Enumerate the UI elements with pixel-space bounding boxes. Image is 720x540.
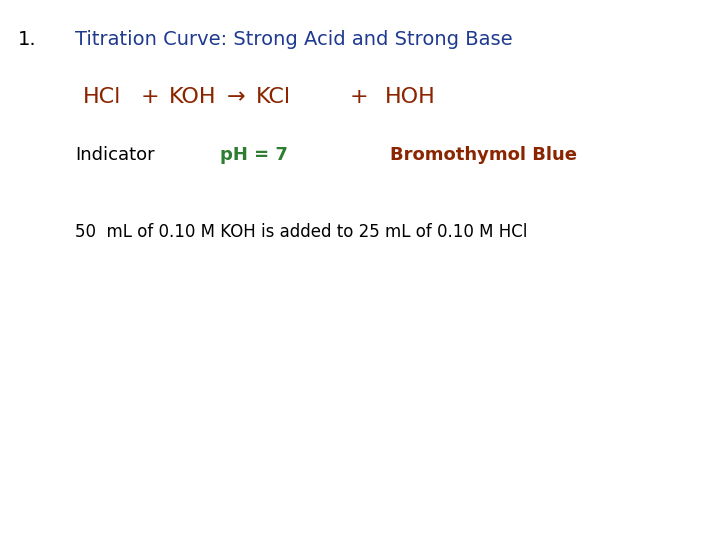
Text: HCl: HCl: [83, 87, 121, 107]
Text: Titration Curve: Strong Acid and Strong Base: Titration Curve: Strong Acid and Strong …: [75, 30, 513, 49]
Text: 50  mL of 0.10 M KOH is added to 25 mL of 0.10 M HCl: 50 mL of 0.10 M KOH is added to 25 mL of…: [75, 223, 527, 241]
Text: +: +: [140, 87, 159, 107]
Text: KOH: KOH: [169, 87, 217, 107]
Text: Bromothymol Blue: Bromothymol Blue: [390, 146, 577, 164]
Text: +: +: [349, 87, 368, 107]
Text: pH = 7: pH = 7: [220, 146, 288, 164]
Text: →: →: [227, 87, 246, 107]
Text: Indicator: Indicator: [75, 146, 155, 164]
Text: 1.: 1.: [18, 30, 37, 49]
Text: HOH: HOH: [385, 87, 436, 107]
Text: KCl: KCl: [256, 87, 291, 107]
